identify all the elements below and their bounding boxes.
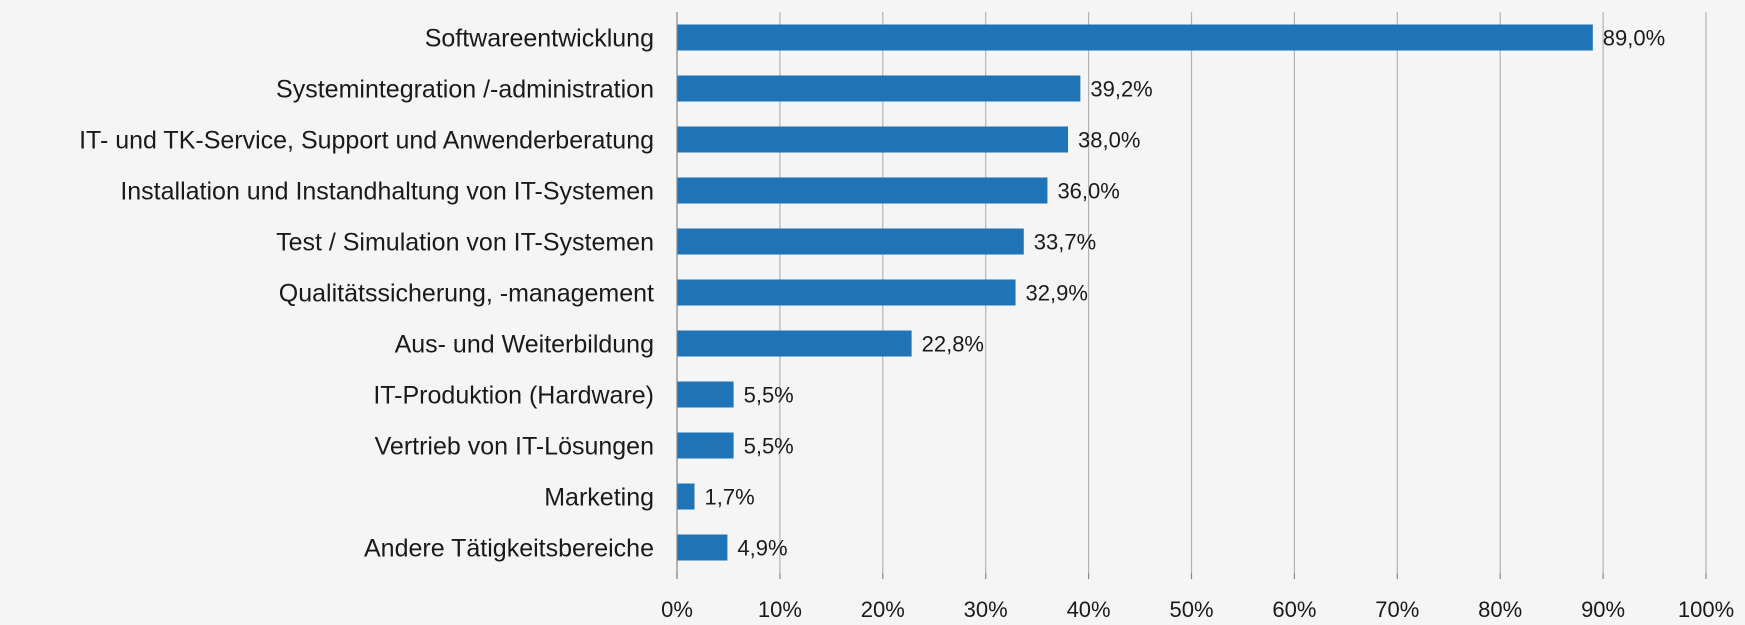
category-label: IT- und TK-Service, Support und Anwender… bbox=[79, 127, 654, 155]
bar bbox=[677, 432, 734, 459]
value-label: 38,0% bbox=[1078, 128, 1140, 153]
value-label: 36,0% bbox=[1057, 179, 1119, 204]
x-tick-label: 60% bbox=[1272, 597, 1316, 622]
bar bbox=[677, 279, 1016, 306]
value-label: 1,7% bbox=[704, 485, 754, 510]
category-label: Marketing bbox=[544, 484, 654, 512]
category-label: Vertrieb von IT-Lösungen bbox=[375, 433, 654, 461]
value-label: 5,5% bbox=[744, 434, 794, 459]
x-tick-label: 40% bbox=[1067, 597, 1111, 622]
x-tick-label: 100% bbox=[1678, 597, 1734, 622]
bar bbox=[677, 24, 1593, 51]
category-label: Installation und Instandhaltung von IT-S… bbox=[120, 178, 654, 206]
x-tick-label: 10% bbox=[758, 597, 802, 622]
value-label: 22,8% bbox=[922, 332, 984, 357]
category-label: Aus- und Weiterbildung bbox=[395, 331, 654, 359]
category-label: Test / Simulation von IT-Systemen bbox=[276, 229, 654, 257]
bar bbox=[677, 534, 728, 561]
bar bbox=[677, 126, 1069, 153]
chart-bars bbox=[677, 24, 1593, 561]
bar bbox=[677, 330, 912, 357]
bar bbox=[677, 177, 1048, 204]
x-tick-label: 80% bbox=[1478, 597, 1522, 622]
category-label: Andere Tätigkeitsbereiche bbox=[364, 535, 654, 563]
bar bbox=[677, 381, 734, 408]
category-label: Qualitätssicherung, -management bbox=[279, 280, 654, 308]
x-tick-label: 70% bbox=[1375, 597, 1419, 622]
value-label: 32,9% bbox=[1026, 281, 1088, 306]
x-tick-label: 0% bbox=[661, 597, 693, 622]
x-tick-label: 30% bbox=[964, 597, 1008, 622]
category-label: Softwareentwicklung bbox=[425, 25, 654, 53]
category-label: IT-Produktion (Hardware) bbox=[373, 382, 654, 410]
bar bbox=[677, 483, 695, 510]
x-axis-tick-labels: 0% 10% 20% 30% 40% 50% 60% 70% 80% 90% 100% bbox=[661, 597, 1734, 622]
x-tick-label: 90% bbox=[1581, 597, 1625, 622]
value-label: 89,0% bbox=[1603, 26, 1665, 51]
x-tick-label: 20% bbox=[861, 597, 905, 622]
value-label: 39,2% bbox=[1090, 77, 1152, 102]
bar bbox=[677, 228, 1024, 255]
value-label: 5,5% bbox=[744, 383, 794, 408]
category-label: Systemintegration /-administration bbox=[276, 76, 654, 104]
bar bbox=[677, 75, 1081, 102]
value-label: 4,9% bbox=[737, 536, 787, 561]
value-label: 33,7% bbox=[1034, 230, 1096, 255]
x-tick-label: 50% bbox=[1169, 597, 1213, 622]
value-labels: 89,0% 39,2% 38,0% 36,0% 33,7% 32,9% 22,8% 5,5% 5… bbox=[704, 26, 1665, 561]
category-labels: Softwareentwicklung Systemintegration /-a… bbox=[79, 25, 654, 563]
